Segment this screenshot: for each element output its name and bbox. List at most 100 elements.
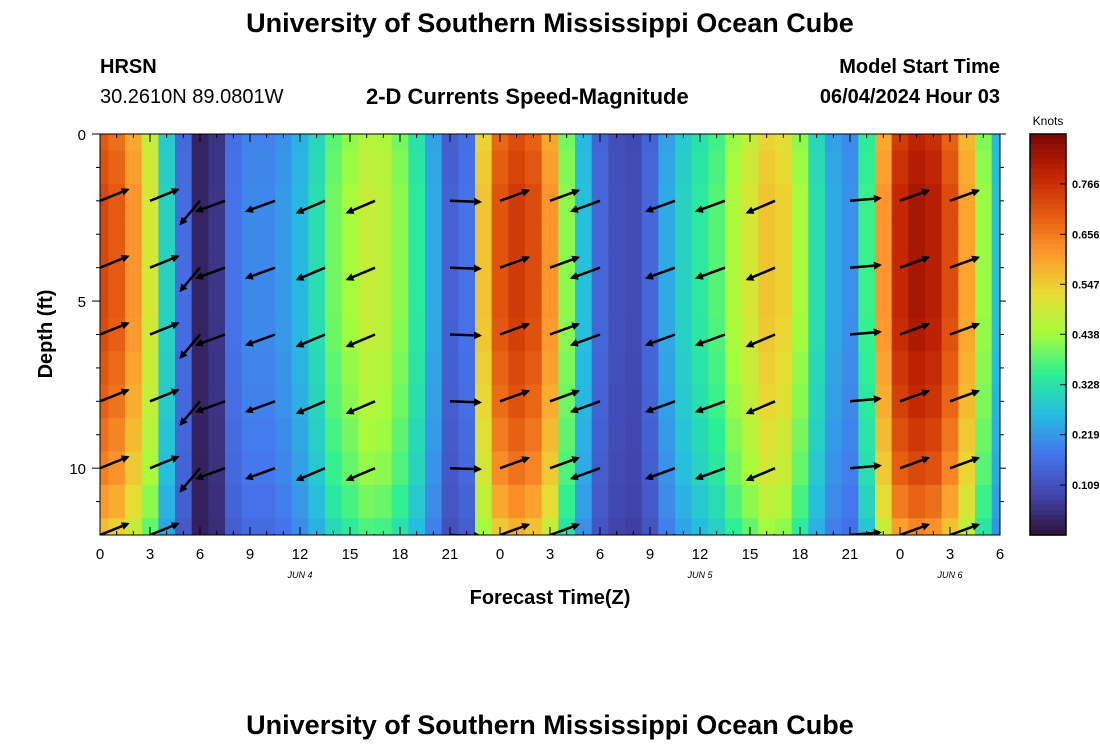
heatmap-cell <box>575 184 593 219</box>
heatmap-cell <box>825 284 843 319</box>
heatmap-cell <box>958 150 976 185</box>
heatmap-cell <box>100 150 109 185</box>
current-vector <box>694 467 726 481</box>
heatmap-cell <box>958 250 976 285</box>
colorbar-segment <box>1030 469 1066 476</box>
heatmap-cell <box>391 317 409 352</box>
heatmap-cell <box>908 284 926 319</box>
heatmap-cell <box>991 284 1000 319</box>
heatmap-cell <box>425 384 443 419</box>
heatmap-cell <box>758 451 776 486</box>
heatmap-cell <box>458 418 476 453</box>
heatmap-cell <box>258 217 276 252</box>
heatmap-cell <box>158 284 176 319</box>
heatmap-cell <box>425 217 443 252</box>
heatmap-cell <box>108 351 126 386</box>
heatmap-cell <box>591 134 609 152</box>
heatmap-cell <box>625 518 643 535</box>
heatmap-cell <box>641 418 659 453</box>
heatmap-cell <box>308 184 326 219</box>
heatmap-cell <box>375 484 393 519</box>
heatmap-cell <box>841 518 859 535</box>
current-vector <box>549 389 581 403</box>
current-vector <box>549 188 581 202</box>
heatmap-cell <box>275 351 293 386</box>
heatmap-cell <box>575 518 593 535</box>
heatmap-cell <box>925 150 943 185</box>
heatmap-cell <box>975 150 993 185</box>
heatmap-cell <box>925 451 943 486</box>
heatmap-cell <box>841 484 859 519</box>
heatmap-cell <box>908 317 926 352</box>
heatmap-cell <box>475 150 493 185</box>
y-tick-label: 5 <box>78 294 86 311</box>
colorbar-segment <box>1030 204 1066 210</box>
heatmap-cell <box>375 518 393 535</box>
heatmap-cell <box>375 134 393 152</box>
heatmap-cell <box>425 518 443 535</box>
heatmap-cell <box>325 284 343 319</box>
heatmap-cell <box>208 284 226 319</box>
heatmap-cell <box>158 250 176 285</box>
heatmap-cell <box>608 150 626 185</box>
heatmap-cell <box>508 451 526 486</box>
colorbar-segment <box>1030 229 1066 235</box>
heatmap-cell <box>725 217 743 252</box>
heatmap-cell <box>525 518 543 535</box>
colorbar-segment <box>1030 374 1066 381</box>
heatmap-cell <box>975 134 993 152</box>
heatmap-cell <box>308 451 326 486</box>
colorbar-segment <box>1030 149 1066 155</box>
current-vector <box>745 333 776 348</box>
heatmap-cell <box>991 184 1000 219</box>
heatmap-cell <box>908 351 926 386</box>
heatmap-cell <box>391 384 409 419</box>
heatmap-cell <box>341 250 359 285</box>
heatmap-cell <box>725 250 743 285</box>
heatmap-cell <box>308 384 326 419</box>
heatmap-cell <box>791 351 809 386</box>
heatmap-cell <box>875 451 893 486</box>
heatmap-cell <box>741 134 759 152</box>
heatmap-cell <box>341 184 359 219</box>
heatmap-cell <box>591 418 609 453</box>
colorbar-segment <box>1030 439 1066 446</box>
heatmap-cell <box>825 484 843 519</box>
heatmap-cell <box>391 284 409 319</box>
heatmap-cell <box>208 217 226 252</box>
current-vector <box>179 467 201 493</box>
heatmap-cell <box>758 284 776 319</box>
heatmap-cell <box>791 518 809 535</box>
x-tick-label: 9 <box>646 546 654 563</box>
heatmap-cell <box>258 351 276 386</box>
heatmap-cell <box>608 284 626 319</box>
heatmap-cell <box>100 250 109 285</box>
heatmap-cell <box>858 250 876 285</box>
heatmap-cell <box>708 484 726 519</box>
current-vector <box>694 333 726 347</box>
heatmap-cell <box>741 184 759 219</box>
current-vector <box>449 398 482 407</box>
heatmap-cell <box>108 317 126 352</box>
heatmap-cell <box>391 518 409 535</box>
heatmap-cell <box>708 134 726 152</box>
heatmap-cell <box>208 351 226 386</box>
heatmap-cell <box>875 317 893 352</box>
heatmap-cell <box>541 217 559 252</box>
heatmap-cell <box>108 134 126 152</box>
heatmap-cell <box>825 384 843 419</box>
heatmap-cell <box>941 150 959 185</box>
colorbar-segment <box>1030 424 1066 431</box>
heatmap-cell <box>891 351 909 386</box>
chart-subtitle: 2-D Currents Speed-Magnitude <box>366 84 689 109</box>
colorbar-segment <box>1030 169 1066 175</box>
heatmap-cell <box>291 518 309 535</box>
heatmap-cell <box>425 250 443 285</box>
heatmap-cell <box>241 217 259 252</box>
heatmap-cell <box>125 134 143 152</box>
heatmap-cell <box>741 217 759 252</box>
colorbar-segment <box>1030 139 1066 145</box>
colorbar-segment <box>1030 189 1066 195</box>
heatmap-cell <box>691 134 709 152</box>
current-vector <box>849 194 882 203</box>
